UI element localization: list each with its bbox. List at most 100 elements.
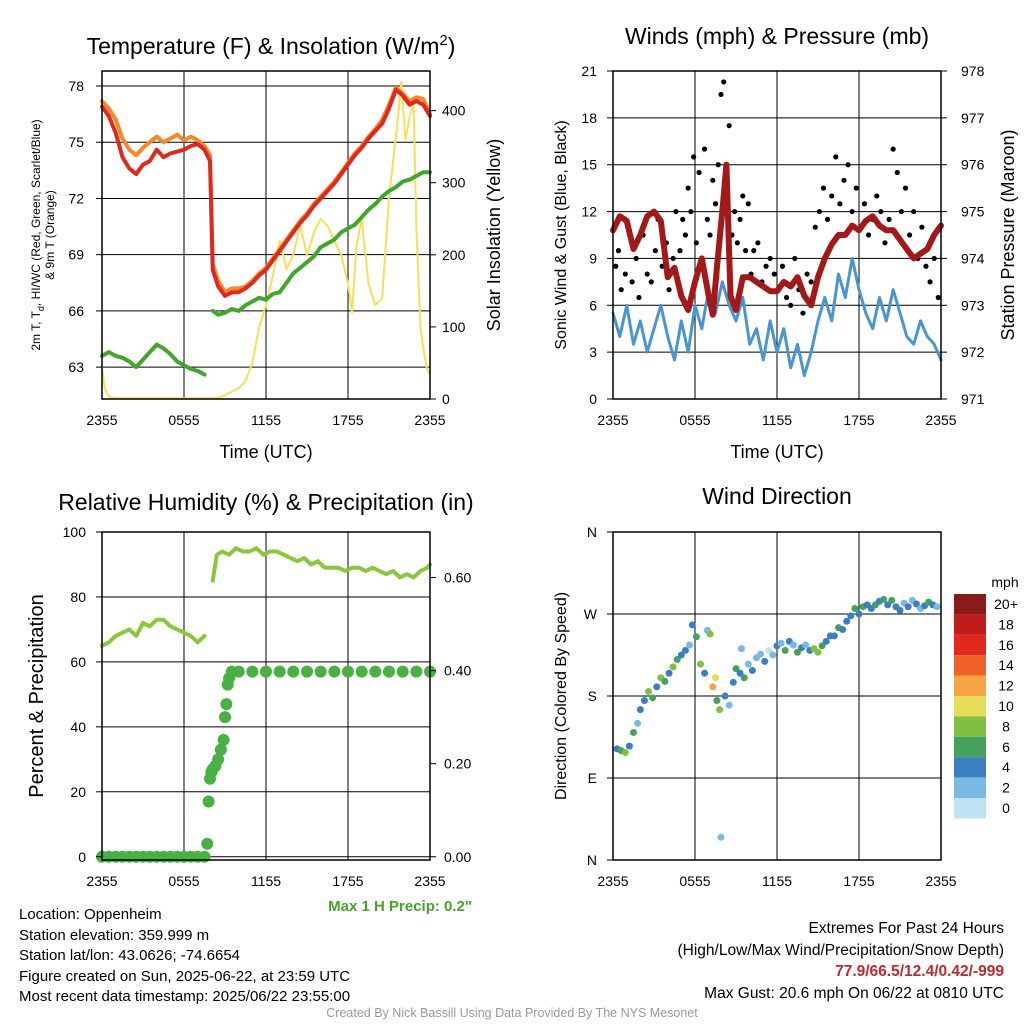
temp-2m-line (100, 87, 432, 298)
y2-tick-label: 100 (442, 319, 466, 335)
x-tick-label: 2355 (597, 873, 628, 889)
gust-point (673, 208, 679, 215)
gust-point (820, 185, 827, 191)
colorbar-label: 20+ (994, 596, 1018, 612)
precip-point (198, 850, 211, 863)
direction-point (757, 650, 765, 658)
precip-point (314, 665, 327, 678)
chart-panel-3: 2355 0555 1155 1755 23550204060801000.000.20… (26, 489, 474, 915)
gust-point (710, 177, 716, 183)
gust-point (788, 302, 794, 308)
plot-border (101, 70, 431, 400)
gust-point (670, 255, 676, 262)
gust-point (890, 146, 896, 152)
extremes-values: 77.9/66.5/12.4/0.42/-999 (835, 963, 1004, 980)
colorbar: mph 20+ 18 16 14 12 10 8 6 4 2 0 (954, 574, 1019, 819)
y-tick-label: 63 (68, 359, 84, 375)
direction-point (884, 601, 892, 609)
direction-point (717, 833, 725, 841)
colorbar-label: 6 (1002, 739, 1010, 755)
direction-point (744, 660, 752, 668)
y-axis-label: Sonic Wind & Gust (Blue, Black) (553, 120, 570, 349)
x-tick-label: 2355 (86, 873, 117, 889)
precip-point (246, 665, 259, 678)
gust-point (898, 208, 904, 215)
direction-point (625, 742, 633, 750)
direction-point (677, 651, 685, 659)
precip-point (217, 733, 230, 746)
y-axis-label: Direction (Colored By Speed) (553, 592, 570, 800)
direction-point (634, 719, 642, 727)
wind-speed-line (611, 256, 943, 378)
gust-point (652, 248, 658, 254)
precip-point (410, 665, 423, 678)
precip-point (260, 665, 272, 678)
recent-timestamp: Most recent data timestamp: 2025/06/22 2… (19, 988, 351, 1005)
gust-point (804, 271, 810, 277)
chart-title: Relative Humidity (%) & Precipitation (i… (58, 489, 473, 515)
y-tick-label: 66 (68, 303, 84, 319)
gust-point (911, 208, 917, 215)
chart-title: Wind Direction (702, 483, 852, 509)
direction-point (688, 621, 696, 629)
direction-point (716, 706, 724, 714)
direction-point (621, 748, 629, 756)
x-tick-label: 2355 (414, 873, 445, 889)
colorbar-swatch (954, 634, 986, 656)
precip-point (214, 743, 227, 756)
station-location: Location: Oppenheim (19, 906, 162, 923)
direction-point (712, 674, 719, 682)
gust-point (812, 224, 818, 230)
direction-point (729, 678, 737, 686)
direction-point (665, 669, 673, 677)
y2-tick-label: 0 (442, 391, 450, 407)
gust-point (800, 310, 806, 316)
chart-title: Winds (mph) & Pressure (mb) (625, 23, 929, 49)
y2-axis-label: Solar Insolation (Yellow) (484, 139, 504, 331)
gust-point (613, 263, 619, 269)
direction-point (740, 674, 748, 682)
precip-point (220, 698, 233, 711)
direction-point (709, 683, 717, 691)
colorbar-swatch (954, 736, 986, 758)
gust-point (745, 201, 751, 207)
humidity-line (210, 546, 432, 583)
x-tick-label: 0555 (168, 412, 199, 428)
colorbar-label: 12 (998, 678, 1014, 694)
gust-point (734, 240, 740, 246)
precip-point (369, 665, 382, 678)
gust-point (751, 248, 757, 254)
plot-border (612, 70, 942, 400)
y-axis-label: 2m T, Td, HI/WC (Red, Green, Scarlet/Blu… (29, 119, 46, 350)
direction-point (880, 595, 888, 603)
gust-point (682, 232, 689, 238)
gust-point (816, 208, 822, 215)
direction-point (839, 625, 847, 633)
direction-point (761, 657, 769, 665)
station-elevation: Station elevation: 359.999 m (19, 926, 210, 944)
colorbar-label: 0 (1002, 800, 1010, 816)
colorbar-label: 14 (998, 657, 1014, 673)
gust-point (886, 216, 892, 222)
colorbar-swatch (954, 757, 986, 778)
chart-panel-2: 2355 0555 1155 1755 235503691215182197197297… (553, 23, 1018, 462)
gust-point (783, 294, 790, 301)
gust-point (763, 263, 769, 269)
gust-point (767, 255, 773, 262)
y-tick-label: 80 (70, 589, 86, 605)
direction-point (814, 648, 822, 656)
credit-line: Created By Nick Bassill Using Data Provi… (326, 1006, 698, 1020)
colorbar-swatch (954, 655, 986, 676)
y2-tick-label: 972 (961, 344, 985, 360)
direction-point (701, 669, 709, 677)
direction-point (904, 603, 912, 611)
precip-annotation: Max 1 H Precip: 0.2" (328, 898, 472, 915)
direction-point (818, 642, 826, 650)
direction-point (636, 706, 644, 714)
gust-point (726, 123, 732, 129)
gust-point (874, 193, 880, 199)
gust-point (923, 263, 929, 269)
x-tick-label: 2355 (925, 412, 956, 428)
